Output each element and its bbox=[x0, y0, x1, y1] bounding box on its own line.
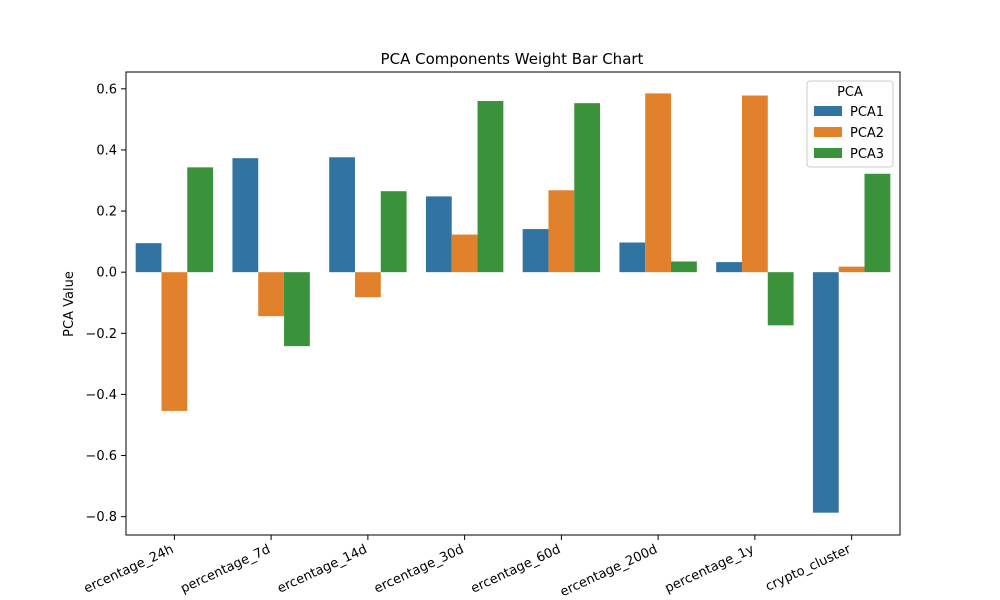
bar-pca3-5 bbox=[671, 261, 697, 273]
y-ticks-group: −0.8 −0.6 −0.4 −0.2 0.0 0.2 0.4 0.6 bbox=[85, 82, 126, 525]
x-tick-label: percentage_7d bbox=[179, 542, 273, 597]
bar-pca2-0 bbox=[161, 272, 188, 411]
legend-box bbox=[806, 80, 894, 168]
legend: PCA PCA1 PCA2 PCA3 bbox=[806, 80, 894, 168]
legend-swatch-pca3 bbox=[814, 148, 842, 158]
x-tick-label: ercentage_60d bbox=[469, 542, 563, 597]
legend-label-pca3: PCA3 bbox=[850, 147, 884, 162]
x-tick-label: ercentage_14d bbox=[275, 542, 369, 597]
bar-pca3-6 bbox=[767, 272, 794, 326]
bar-pca2-5 bbox=[645, 93, 672, 273]
bars-group bbox=[135, 93, 891, 513]
bar-pca3-3 bbox=[477, 101, 504, 273]
bar-pca1-3 bbox=[425, 196, 452, 273]
legend-label-pca1: PCA1 bbox=[850, 105, 884, 120]
y-tick-label: 0.6 bbox=[96, 82, 117, 97]
bar-pca1-1 bbox=[232, 158, 259, 273]
legend-swatch-pca1 bbox=[814, 106, 842, 116]
bar-pca1-4 bbox=[522, 229, 549, 273]
bar-pca2-2 bbox=[354, 272, 381, 298]
x-tick-label: crypto_cluster bbox=[763, 542, 853, 595]
bar-pca1-2 bbox=[329, 157, 355, 273]
bar-pca1-7 bbox=[812, 272, 839, 513]
y-tick-label: −0.4 bbox=[85, 388, 117, 403]
bar-pca3-4 bbox=[574, 103, 601, 273]
bar-pca2-6 bbox=[741, 95, 768, 273]
bar-pca2-3 bbox=[451, 234, 478, 273]
bar-pca3-0 bbox=[187, 167, 214, 273]
legend-title: PCA bbox=[837, 85, 863, 100]
legend-swatch-pca2 bbox=[814, 127, 842, 137]
legend-label-pca2: PCA2 bbox=[850, 126, 884, 141]
bar-pca1-0 bbox=[135, 243, 162, 273]
bar-pca3-1 bbox=[284, 272, 310, 347]
y-tick-label: 0.0 bbox=[96, 266, 117, 281]
y-tick-label: 0.4 bbox=[96, 143, 117, 158]
bar-pca3-2 bbox=[380, 191, 407, 273]
y-tick-label: 0.2 bbox=[96, 205, 117, 220]
bar-pca1-6 bbox=[716, 262, 742, 273]
bar-pca1-5 bbox=[619, 242, 646, 273]
plot-frame bbox=[125, 71, 901, 536]
bar-pca2-1 bbox=[258, 272, 285, 317]
bar-pca2-4 bbox=[548, 190, 575, 273]
bar-pca2-7 bbox=[838, 266, 865, 273]
y-tick-label: −0.8 bbox=[85, 510, 117, 525]
x-ticks-group: ercentage_24h percentage_7d ercentage_14d e… bbox=[82, 535, 854, 600]
chart-title: PCA Components Weight Bar Chart bbox=[381, 50, 644, 68]
y-tick-label: −0.2 bbox=[85, 327, 117, 342]
y-tick-label: −0.6 bbox=[85, 449, 117, 464]
x-tick-label: percentage_1y bbox=[663, 542, 757, 596]
x-tick-label: ercentage_30d bbox=[372, 542, 466, 597]
y-axis-label: PCA Value bbox=[62, 271, 77, 337]
x-tick-label: ercentage_200d bbox=[558, 542, 660, 600]
bar-pca3-7 bbox=[864, 173, 891, 273]
x-tick-label: ercentage_24h bbox=[82, 542, 176, 597]
